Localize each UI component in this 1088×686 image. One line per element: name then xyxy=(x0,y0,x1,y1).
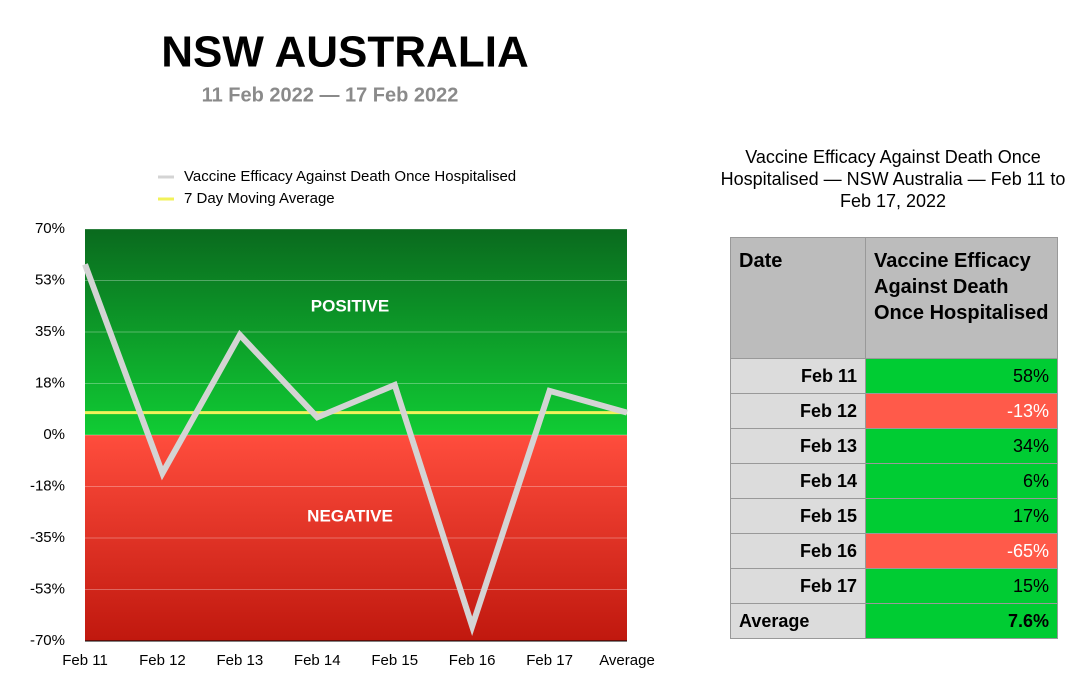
table-title: Vaccine Efficacy Against Death Once Hosp… xyxy=(720,147,1066,211)
x-tick-label: Feb 11 xyxy=(62,652,108,669)
date-cell: Feb 14 xyxy=(730,463,866,499)
y-tick-label: 70% xyxy=(35,220,65,237)
y-tick-label: 35% xyxy=(35,323,65,340)
header-cell: Date xyxy=(730,237,866,359)
y-tick-label: -70% xyxy=(30,632,65,649)
annotation: POSITIVE xyxy=(311,296,389,315)
table-row: Feb 15 17% xyxy=(730,498,1058,534)
y-tick-label: 0% xyxy=(43,426,65,443)
value-cell: 7.6% xyxy=(865,603,1058,639)
x-tick-label: Average xyxy=(599,652,655,669)
value-cell: 17% xyxy=(865,498,1058,534)
table-row: Feb 14 6% xyxy=(730,463,1058,499)
date-cell: Feb 17 xyxy=(730,568,866,604)
y-tick-label: 53% xyxy=(35,271,65,288)
date-cell: Average xyxy=(730,603,866,639)
negative-zone xyxy=(85,435,627,641)
x-tick-label: Feb 12 xyxy=(139,652,186,669)
chart-title: NSW AUSTRALIA xyxy=(161,28,528,77)
table-row: Feb 13 34% xyxy=(730,428,1058,464)
value-cell: 6% xyxy=(865,463,1058,499)
series-line xyxy=(82,263,628,636)
legend-label: Vaccine Efficacy Against Death Once Hosp… xyxy=(184,168,516,185)
header-row: Date Vaccine Efficacy Against Death Once … xyxy=(730,237,1058,359)
date-cell: Feb 16 xyxy=(730,533,866,569)
chart-subtitle: 11 Feb 2022 — 17 Feb 2022 xyxy=(202,84,459,106)
table-row: Feb 11 58% xyxy=(730,358,1058,394)
y-tick-label: -35% xyxy=(30,529,65,546)
date-cell: Feb 12 xyxy=(730,393,866,429)
table-row: Feb 12 -13% xyxy=(730,393,1058,429)
x-tick-label: Feb 15 xyxy=(371,652,418,669)
value-cell: -65% xyxy=(865,533,1058,569)
value-cell: 58% xyxy=(865,358,1058,394)
annotation: NEGATIVE xyxy=(307,506,393,525)
y-tick-label: 18% xyxy=(35,374,65,391)
date-cell: Feb 11 xyxy=(730,358,866,394)
date-cell: Feb 15 xyxy=(730,498,866,534)
x-tick-label: Feb 17 xyxy=(526,652,573,669)
value-cell: 34% xyxy=(865,428,1058,464)
table-row: Feb 16 -65% xyxy=(730,533,1058,569)
value-cell: 15% xyxy=(865,568,1058,604)
y-tick-label: -53% xyxy=(30,580,65,597)
x-tick-label: Feb 13 xyxy=(217,652,264,669)
y-tick-label: -18% xyxy=(30,477,65,494)
value-cell: -13% xyxy=(865,393,1058,429)
table-row: Feb 17 15% xyxy=(730,568,1058,604)
table-row: Average 7.6% xyxy=(730,603,1058,639)
table: Date Vaccine Efficacy Against Death Once … xyxy=(730,237,1058,639)
chart: NSW AUSTRALIA 11 Feb 2022 — 17 Feb 2022 … xyxy=(30,28,655,669)
x-tick-label: Feb 16 xyxy=(449,652,496,669)
x-tick-label: Feb 14 xyxy=(294,652,341,669)
legend-label: 7 Day Moving Average xyxy=(184,190,335,207)
date-cell: Feb 13 xyxy=(730,428,866,464)
header-cell: Vaccine Efficacy Against Death Once Hosp… xyxy=(865,237,1058,359)
